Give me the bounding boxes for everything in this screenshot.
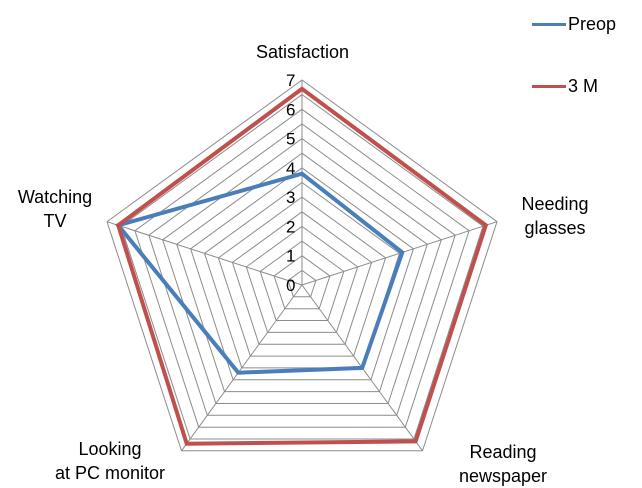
legend-swatch-3m (532, 84, 566, 88)
tick-label: 7 (286, 71, 295, 90)
legend-item-preop: Preop (532, 12, 616, 36)
axis-label-looking-at-pc-monitor: Looking at PC monitor (54, 439, 166, 483)
axis-label-needing-glasses: Needing glasses (521, 194, 589, 238)
axis-label-watching-tv: Watching TV (17, 187, 93, 231)
grid-ring (106, 79, 498, 452)
grid-ring (273, 255, 331, 310)
grid-ring (190, 167, 414, 381)
grid-ring (287, 269, 317, 298)
axis-label-reading-newspaper: Reading newspaper (458, 442, 548, 486)
spoke-line (301, 221, 498, 286)
grid-ring (231, 211, 373, 345)
grid-ring (176, 152, 428, 393)
grid-ring (134, 108, 470, 428)
grid (106, 79, 498, 452)
legend-swatch-preop (532, 22, 566, 26)
spoke-line (106, 221, 303, 286)
tick-label: 6 (286, 100, 295, 119)
series-line-3m (115, 86, 489, 446)
axis-label-satisfaction: Satisfaction (255, 42, 350, 62)
tick-label: 4 (286, 159, 295, 178)
tick-label: 3 (286, 188, 295, 207)
spoke-line (181, 284, 303, 452)
tick-label: 5 (286, 130, 295, 149)
series-line-preop (114, 171, 405, 375)
tick-label: 1 (286, 247, 295, 266)
legend-item-3m: 3 M (532, 74, 598, 98)
legend-label-3m: 3 M (568, 75, 599, 96)
grid-ring (259, 240, 345, 321)
grid-ring (120, 93, 484, 440)
grid-ring (245, 225, 359, 333)
grid-ring (148, 123, 456, 416)
grid-ring (162, 137, 442, 404)
tick-label: 0 (286, 276, 295, 295)
tick-labels: 0 1 2 3 4 5 6 7 (286, 71, 295, 295)
legend-label-preop: Preop (568, 13, 617, 34)
tick-label: 2 (286, 217, 295, 236)
grid-ring (203, 181, 401, 369)
grid-ring (217, 196, 387, 357)
series-lines (114, 86, 489, 446)
